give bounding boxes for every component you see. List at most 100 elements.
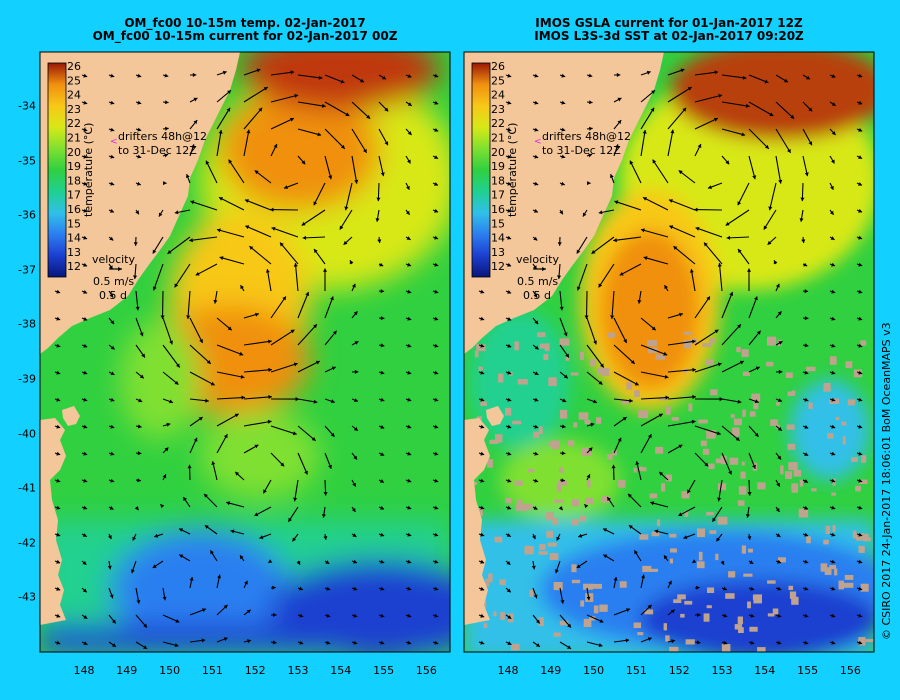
- current-vector-head: [858, 182, 862, 186]
- missing-data-pixel: [703, 613, 710, 622]
- current-vector-head: [561, 127, 566, 132]
- current-vector-head: [353, 640, 358, 645]
- current-vector-head: [533, 265, 537, 270]
- current-vector-head: [205, 160, 210, 165]
- current-vector-head: [434, 559, 439, 564]
- current-vector-head: [230, 529, 235, 534]
- current-vector: [748, 74, 769, 84]
- missing-data-pixel: [684, 510, 689, 517]
- current-vector-head: [741, 132, 746, 137]
- current-vector-head: [376, 197, 381, 202]
- current-vector-head: [634, 381, 639, 386]
- current-vector-head: [380, 532, 385, 537]
- current-vector-head: [603, 554, 608, 559]
- missing-data-pixel: [669, 646, 679, 652]
- current-vector-head: [831, 397, 836, 402]
- current-vector-head: [561, 478, 565, 483]
- current-vector-head: [193, 437, 198, 442]
- current-vector-head: [434, 370, 439, 375]
- current-vector-head: [651, 326, 656, 331]
- missing-data-pixel: [823, 383, 831, 392]
- current-vector-head: [330, 432, 335, 437]
- current-vector: [270, 94, 299, 103]
- current-vector-head: [110, 345, 115, 350]
- current-vector: [642, 196, 669, 211]
- current-vector-head: [607, 497, 611, 501]
- current-vector-head: [831, 640, 836, 645]
- current-vector: [174, 263, 191, 288]
- current-vector-head: [858, 424, 863, 429]
- current-vector: [586, 344, 605, 368]
- current-vector-head: [382, 75, 386, 80]
- current-vector-head: [673, 246, 678, 250]
- missing-data-pixel: [741, 545, 746, 554]
- current-vector-head: [189, 577, 194, 581]
- current-vector-head: [647, 637, 652, 641]
- current-vector-head: [719, 397, 723, 402]
- current-vector-head: [317, 132, 322, 137]
- right-velocity-time: 0.5 d: [523, 289, 551, 302]
- current-vector-head: [534, 451, 539, 456]
- current-vector-head: [507, 641, 512, 645]
- right-drifter-marker-icon: <: [534, 137, 542, 147]
- current-vector-head: [804, 172, 809, 177]
- missing-data-pixel: [565, 357, 570, 361]
- current-vector-head: [109, 506, 114, 510]
- missing-data-pixel: [559, 467, 564, 473]
- current-vector-head: [407, 586, 412, 591]
- current-vector-head: [343, 240, 348, 245]
- missing-data-pixel: [860, 340, 867, 346]
- current-vector: [324, 128, 346, 150]
- left-drifter-marker-icon: <: [110, 137, 118, 147]
- missing-data-pixel: [780, 465, 784, 475]
- current-vector: [243, 396, 272, 400]
- current-vector-head: [340, 79, 345, 84]
- current-vector-head: [109, 265, 113, 270]
- missing-data-pixel: [583, 618, 592, 627]
- missing-data-pixel: [738, 617, 743, 624]
- current-vector-head: [646, 70, 651, 75]
- current-vector-head: [360, 78, 364, 83]
- current-vector-head: [56, 451, 61, 456]
- current-vector-head: [652, 159, 657, 164]
- missing-data-pixel: [546, 512, 554, 521]
- current-vector: [162, 344, 181, 368]
- current-vector-head: [778, 398, 782, 402]
- current-vector-head: [152, 564, 157, 568]
- missing-data-pixel: [706, 511, 714, 516]
- current-vector: [694, 117, 719, 130]
- current-vector-head: [506, 533, 511, 537]
- current-vector-head: [82, 533, 87, 537]
- current-vector-head: [664, 555, 668, 560]
- current-vector: [190, 200, 218, 211]
- current-vector-head: [831, 289, 836, 294]
- current-vector: [721, 74, 747, 79]
- current-vector-head: [201, 638, 206, 643]
- current-vector-head: [380, 289, 385, 294]
- current-vector: [216, 371, 245, 379]
- current-vector-head: [831, 131, 836, 135]
- current-vector-head: [139, 374, 144, 379]
- current-vector-head: [202, 608, 206, 613]
- current-vector-head: [56, 289, 61, 294]
- current-vector-head: [480, 343, 485, 348]
- current-vector-head: [619, 271, 624, 276]
- current-vector: [613, 236, 642, 242]
- current-vector-head: [563, 374, 568, 379]
- current-vector-head: [858, 586, 863, 591]
- current-vector: [297, 291, 310, 319]
- current-vector: [667, 396, 696, 400]
- right-drifters-line1: drifters 48h@12: [542, 130, 631, 143]
- current-vector-head: [405, 210, 410, 215]
- current-vector: [153, 263, 164, 291]
- current-vector-head: [190, 200, 195, 205]
- missing-data-pixel: [516, 499, 523, 505]
- current-vector: [748, 128, 770, 150]
- left-longitude-tick: 148: [73, 664, 95, 677]
- current-vector-head: [718, 93, 723, 98]
- current-vector-head: [331, 366, 336, 371]
- colorbar-tick-label: 14: [67, 232, 81, 245]
- left-title-line2: OM_fc00 10-15m current for 02-Jan-2017 0…: [92, 29, 398, 43]
- current-vector-head: [56, 586, 61, 591]
